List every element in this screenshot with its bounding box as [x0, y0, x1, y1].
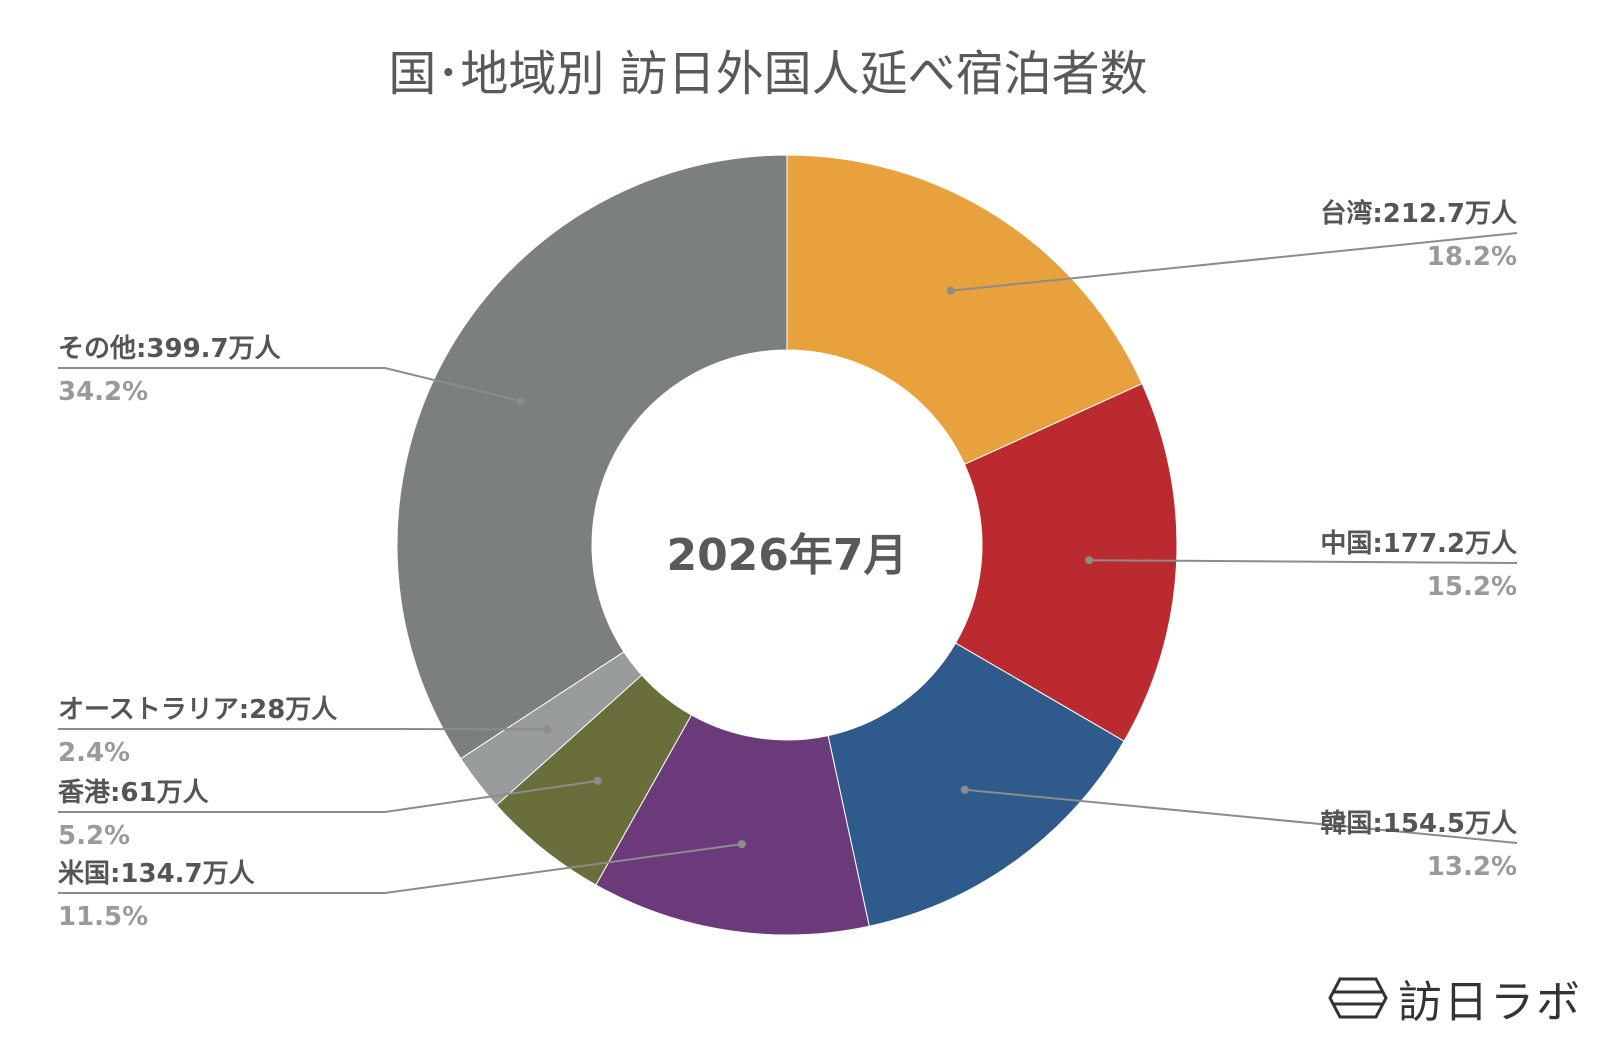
hexagon-logo-icon [1328, 977, 1388, 1019]
leader-line-2 [964, 788, 1518, 844]
slice-0 [786, 154, 1143, 466]
leader-lines [58, 232, 1518, 894]
slice-1 [954, 383, 1178, 742]
slice-percent-0: 18.2% [1427, 242, 1517, 272]
chart-title: 国･地域別 訪日外国人延べ宿泊者数 [388, 46, 1147, 102]
slice-label-5: オーストラリア:28万人 [58, 695, 337, 725]
leader-line-6 [58, 367, 522, 403]
donut-slices [396, 154, 1178, 936]
slice-percent-1: 15.2% [1427, 572, 1517, 602]
brand-logo: 訪日ラボ [1328, 966, 1582, 1030]
slice-percent-6: 34.2% [58, 377, 148, 407]
slice-label-3: 米国:134.7万人 [58, 859, 255, 889]
leader-line-1 [1089, 559, 1518, 564]
slice-label-2: 韓国:154.5万人 [1320, 809, 1517, 839]
leader-line-4 [58, 779, 598, 813]
slice-label-1: 中国:177.2万人 [1320, 529, 1517, 559]
slice-percent-3: 11.5% [58, 902, 148, 932]
center-label: 2026年7月 [666, 530, 907, 581]
slice-label-6: その他:399.7万人 [58, 334, 281, 364]
slice-percent-2: 13.2% [1427, 852, 1517, 882]
slice-labels: 台湾:212.7万人 18.2% 中国:177.2万人 15.2% 韓国:154.5万人… [58, 198, 1517, 932]
slice-label-0: 台湾:212.7万人 [1320, 198, 1517, 229]
slice-percent-4: 5.2% [58, 821, 130, 851]
slice-3 [595, 714, 870, 936]
slice-label-4: 香港:61万人 [58, 778, 209, 808]
slice-percent-5: 2.4% [58, 738, 130, 768]
brand-name: 訪日ラボ [1398, 977, 1582, 1028]
slice-2 [827, 642, 1125, 927]
leader-line-3 [58, 843, 742, 894]
slice-6 [396, 154, 788, 760]
leader-line-0 [950, 232, 1518, 292]
